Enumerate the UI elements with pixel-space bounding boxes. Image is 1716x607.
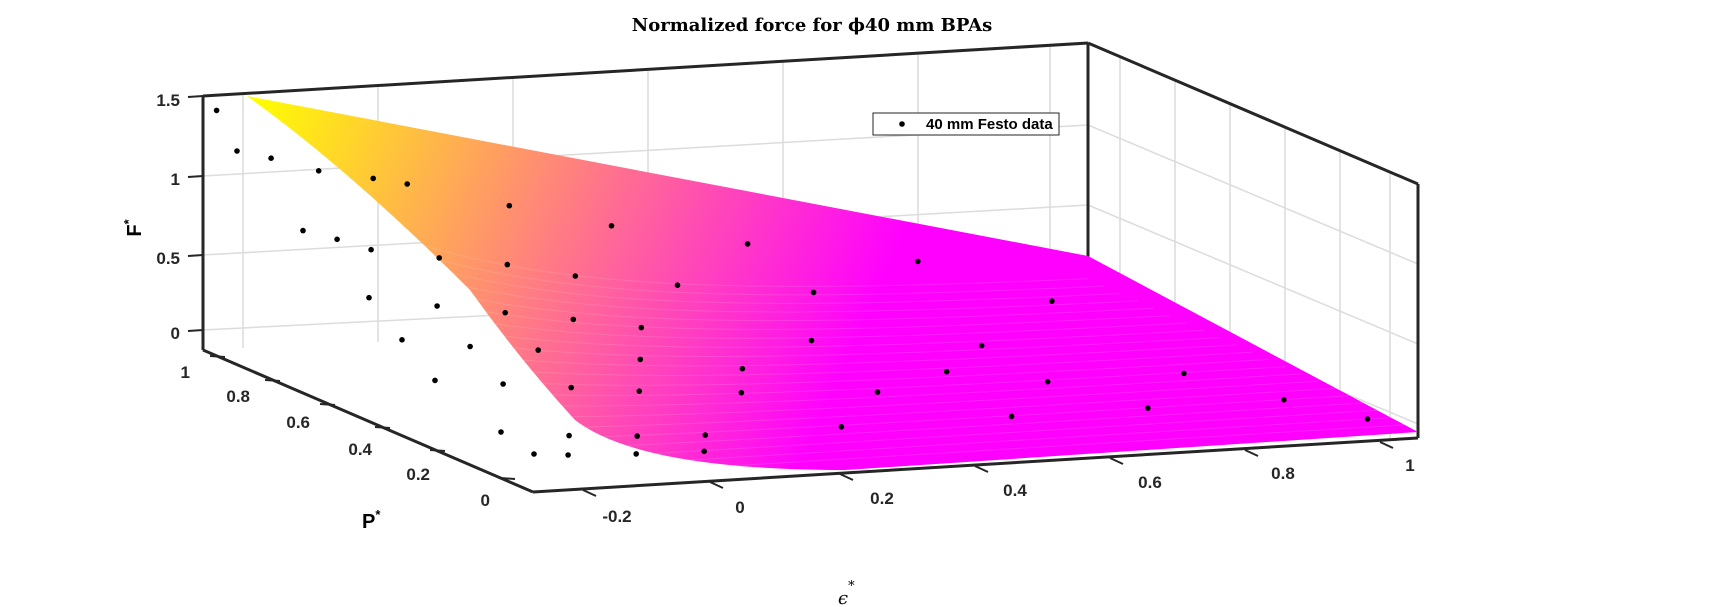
data-point bbox=[744, 241, 751, 247]
y-tick-label: 1 bbox=[181, 363, 190, 382]
data-point bbox=[608, 223, 615, 229]
data-point bbox=[467, 343, 473, 350]
mesh-line bbox=[483, 402, 1369, 453]
data-point bbox=[915, 258, 921, 265]
data-point bbox=[436, 255, 443, 261]
data-point bbox=[633, 451, 639, 457]
data-point bbox=[213, 107, 220, 114]
y-tick-label: 0.8 bbox=[226, 387, 250, 406]
data-point bbox=[874, 389, 881, 395]
tick-marks bbox=[187, 95, 1394, 497]
data-point bbox=[739, 365, 746, 372]
data-point bbox=[404, 181, 411, 187]
y-axis-label: P* bbox=[362, 507, 381, 533]
x-tick-label: 0 bbox=[735, 498, 744, 517]
mesh-line bbox=[466, 394, 1353, 442]
data-point bbox=[572, 273, 579, 279]
data-point bbox=[268, 155, 274, 161]
data-point bbox=[638, 324, 645, 331]
data-point bbox=[701, 448, 707, 455]
data-point bbox=[300, 227, 306, 234]
z-axis-label: F* bbox=[121, 218, 146, 236]
data-point bbox=[399, 337, 405, 343]
x-tick-label: 0.4 bbox=[1003, 481, 1027, 500]
mesh-line bbox=[417, 373, 1303, 407]
data-point bbox=[432, 377, 438, 384]
data-point bbox=[334, 236, 340, 243]
y-tick-label: 0 bbox=[481, 491, 490, 510]
data-point bbox=[434, 303, 440, 309]
data-point bbox=[502, 309, 509, 316]
data-point bbox=[506, 202, 513, 209]
z-tick-label: 1 bbox=[171, 170, 180, 189]
data-point bbox=[566, 432, 572, 439]
data-point bbox=[702, 432, 709, 438]
data-point bbox=[234, 148, 240, 154]
data-point bbox=[565, 452, 571, 458]
legend-marker bbox=[899, 121, 905, 127]
data-point bbox=[808, 337, 815, 344]
data-point bbox=[636, 388, 643, 395]
x-tick-label: 1 bbox=[1405, 456, 1414, 475]
data-point bbox=[568, 384, 574, 391]
y-tick-label: 0.2 bbox=[406, 465, 430, 484]
data-point bbox=[978, 342, 985, 349]
data-point bbox=[531, 451, 537, 457]
surface bbox=[247, 96, 1418, 470]
x-axis-label: ϵ* bbox=[838, 579, 855, 607]
data-point bbox=[810, 289, 817, 296]
data-point bbox=[1281, 397, 1287, 403]
data-point bbox=[370, 175, 377, 182]
data-point bbox=[838, 424, 845, 430]
data-point bbox=[368, 246, 374, 253]
data-point bbox=[1181, 370, 1187, 377]
data-point bbox=[674, 282, 681, 289]
data-point bbox=[498, 429, 504, 435]
y-tick-label: 0.6 bbox=[286, 413, 310, 432]
x-tick-label: 0.6 bbox=[1138, 473, 1162, 492]
data-point bbox=[500, 381, 506, 387]
data-point bbox=[570, 316, 577, 323]
x-tick-label: -0.2 bbox=[602, 507, 631, 526]
z-tick-label: 0.5 bbox=[156, 249, 180, 268]
data-point bbox=[315, 168, 322, 174]
x-tick-label: 0.8 bbox=[1271, 464, 1295, 483]
data-point bbox=[1145, 405, 1151, 411]
festo-data-points bbox=[213, 107, 1371, 458]
legend: 40 mm Festo data bbox=[872, 112, 1060, 136]
z-tick-label: 0 bbox=[171, 324, 180, 343]
data-point bbox=[1364, 416, 1371, 422]
x-tick-label: 0.2 bbox=[870, 489, 894, 508]
mesh-line bbox=[433, 380, 1320, 418]
data-point bbox=[1008, 413, 1015, 420]
chart-title: Normalized force for ϕ40 mm BPAs bbox=[632, 15, 992, 36]
z-tick-label: 1.5 bbox=[156, 91, 180, 110]
data-point bbox=[943, 368, 950, 375]
data-point bbox=[504, 261, 511, 268]
data-point bbox=[535, 347, 541, 353]
data-point bbox=[1049, 298, 1055, 304]
data-point bbox=[634, 433, 640, 439]
legend-label: 40 mm Festo data bbox=[926, 116, 1053, 133]
data-point bbox=[366, 294, 372, 301]
data-point bbox=[738, 389, 745, 396]
data-point bbox=[1044, 378, 1051, 385]
mesh-line bbox=[450, 387, 1336, 430]
data-point bbox=[637, 356, 644, 363]
y-tick-label: 0.4 bbox=[348, 440, 372, 459]
